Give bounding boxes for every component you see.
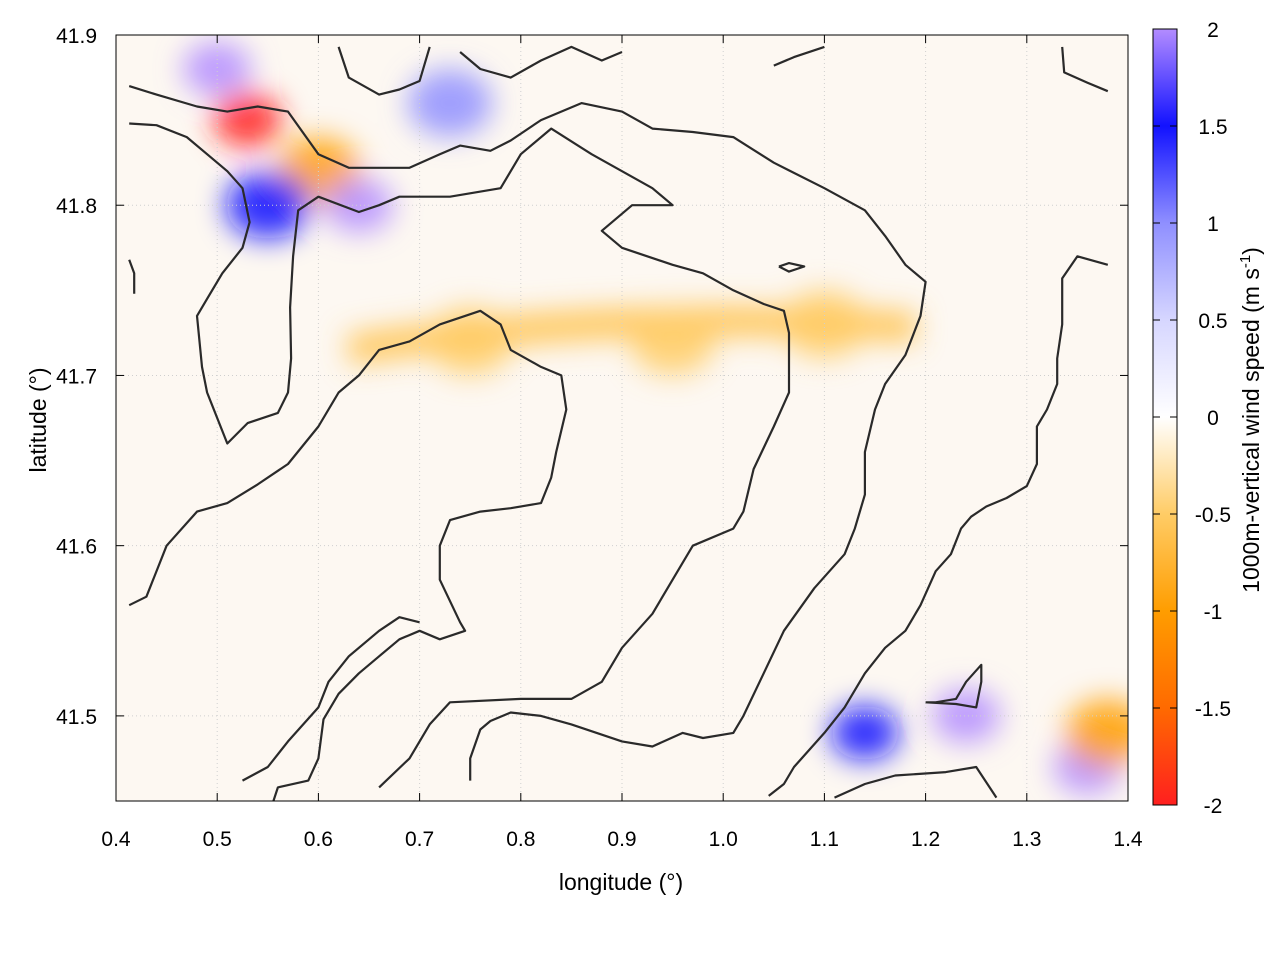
x-tick-label: 1.3 <box>1012 828 1041 851</box>
x-tick-label: 0.7 <box>405 828 434 851</box>
wind-speed-field <box>183 41 1128 795</box>
contour-line <box>925 663 983 709</box>
contour-line <box>1061 46 1109 93</box>
colorbar-label-main: 1000m-vertical wind speed (m s <box>1238 268 1264 593</box>
terrain-contours <box>128 45 1109 801</box>
field-feature <box>324 178 393 233</box>
contour-line <box>128 259 136 294</box>
x-tick-label: 1.4 <box>1113 828 1143 851</box>
contour-line <box>768 255 1109 797</box>
field-feature <box>830 705 899 761</box>
x-axis: 0.4 0.5 0.6 0.7 0.8 0.9 1.0 1.1 1.2 1.3 1.4 <box>101 35 1143 851</box>
field-feature <box>782 290 867 358</box>
contour-line <box>773 45 825 67</box>
field-blobs <box>183 41 1128 795</box>
colorbar-label: 1000m-vertical wind speed (m s-1) <box>1237 247 1264 593</box>
x-tick-label: 1.2 <box>911 828 940 851</box>
plot-background <box>116 35 1128 801</box>
x-tick-label: 0.8 <box>506 828 535 851</box>
contour-line <box>128 85 927 781</box>
y-tick-label: 41.5 <box>56 706 97 729</box>
field-feature <box>932 688 1001 744</box>
contour-line <box>459 45 623 79</box>
y-tick-label: 41.6 <box>56 536 97 559</box>
colorbar-ticks: 2 1.5 1 0.5 0 -0.5 -1 -1.5 -2 <box>1153 19 1231 818</box>
field-feature <box>183 41 252 97</box>
colorbar-tick-label: -1.5 <box>1195 698 1231 721</box>
y-axis-label: latitude (°) <box>25 367 51 472</box>
colorbar-label-superscript: -1 <box>1237 255 1254 268</box>
field-feature <box>225 171 310 239</box>
field-feature <box>630 307 715 375</box>
contour-line <box>128 309 568 801</box>
contour-line <box>241 616 420 782</box>
colorbar-tick-label: -1 <box>1204 601 1223 624</box>
contour-line <box>129 122 791 789</box>
colorbar-label-close: ) <box>1238 247 1264 255</box>
x-tick-label: 0.5 <box>203 828 232 851</box>
colorbar-tick-label: -2 <box>1204 795 1223 818</box>
field-feature <box>213 92 282 148</box>
field-feature <box>428 307 513 375</box>
y-tick-label: 41.9 <box>56 25 97 48</box>
x-tick-label: 1.1 <box>810 828 839 851</box>
colorbar-tick-label: 1.5 <box>1198 116 1227 139</box>
x-tick-label: 0.6 <box>304 828 333 851</box>
colorbar-tick-label: 1 <box>1207 213 1219 236</box>
x-axis-label: longitude (°) <box>559 869 683 895</box>
colorbar-tick-label: 0.5 <box>1198 310 1227 333</box>
field-feature <box>1065 699 1128 767</box>
x-tick-label: 1.0 <box>709 828 738 851</box>
contour-line <box>778 262 806 273</box>
y-tick-label: 41.7 <box>56 365 97 388</box>
field-feature <box>407 69 492 137</box>
colorbar-tick-label: 0 <box>1207 407 1219 430</box>
colorbar-tick-label: 2 <box>1207 19 1219 42</box>
colorbar-tick-label: -0.5 <box>1195 504 1231 527</box>
contour-line <box>337 46 431 96</box>
contour-line <box>834 765 998 799</box>
y-tick-label: 41.8 <box>56 195 97 218</box>
x-tick-label: 0.4 <box>101 828 131 851</box>
x-tick-label: 0.9 <box>607 828 636 851</box>
y-axis: 41.5 41.6 41.7 41.8 41.9 <box>56 25 1128 729</box>
